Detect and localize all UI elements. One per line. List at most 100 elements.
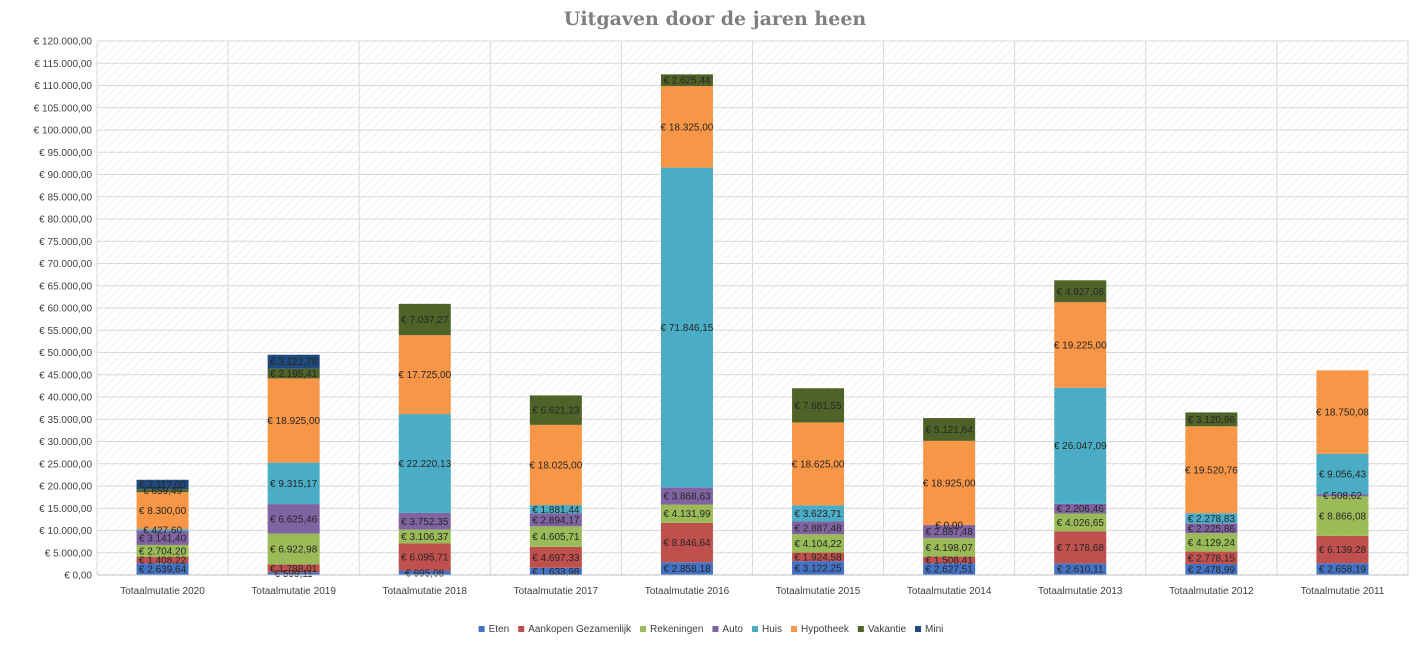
x-tick-label: Totaalmutatie 2013 (1038, 586, 1123, 597)
data-label: € 18.750,08 (1316, 408, 1369, 419)
y-tick-label: € 45.000,00 (39, 370, 92, 381)
bars (136, 74, 1369, 575)
bar-segment (267, 378, 320, 463)
bar-segment (923, 525, 976, 538)
data-label: € 2.778,15 (1188, 553, 1236, 564)
bar-segment (1316, 563, 1369, 575)
y-tick-label: € 115.000,00 (34, 59, 92, 70)
bar-segment (529, 505, 582, 514)
bar-segment (136, 529, 189, 531)
data-label: € 71.846,15 (661, 323, 714, 334)
data-label: € 26.047,09 (1054, 441, 1107, 452)
x-tick-label: Totaalmutatie 2018 (382, 586, 467, 597)
data-label: € 2.206,46 (1057, 504, 1105, 515)
bar-segment (1054, 302, 1107, 388)
data-label: € 8.866,08 (1319, 512, 1367, 523)
bar-segment (529, 424, 582, 506)
data-label: € 2.278,83 (1188, 514, 1236, 525)
data-label: € 1.924,58 (794, 552, 842, 563)
data-label: € 4.131,99 (663, 509, 711, 520)
data-label: € 1.881,44 (532, 505, 580, 516)
bar-segment (792, 422, 845, 506)
bar-segment (398, 529, 451, 544)
bar-segment (1316, 535, 1369, 564)
data-label: € 1.508,41 (926, 555, 974, 566)
bar-segment (1054, 563, 1107, 575)
data-label: € 18.025,00 (529, 460, 582, 471)
legend-item: Eten (478, 624, 509, 635)
legend-swatch (478, 626, 485, 632)
data-label: € 2.225,86 (1188, 524, 1236, 535)
data-label: € 17.725,00 (398, 370, 451, 381)
data-label: € 6.625,46 (270, 514, 318, 525)
bar-segment (1316, 496, 1369, 536)
data-label: € 6.139,28 (1319, 545, 1367, 556)
legend-item: Hypotheek (791, 624, 850, 635)
data-label: € 18.625,00 (792, 459, 845, 470)
data-label: € 3.752,35 (401, 517, 449, 528)
bar-segment (923, 440, 976, 526)
data-label: € 2.195,41 (270, 369, 318, 380)
data-label: € 8.300,00 (139, 506, 187, 517)
data-label: € 7.681,55 (794, 401, 842, 412)
data-label: € 6.621,23 (532, 406, 580, 417)
data-label: € 4.605,71 (532, 532, 580, 543)
data-label: € 3.623,71 (794, 509, 842, 520)
bar-segment (136, 544, 189, 557)
data-label: € 7.178,68 (1057, 543, 1105, 554)
data-label: € 3.141,40 (139, 533, 187, 544)
legend-label: Mini (925, 624, 943, 635)
y-tick-label: € 105.000,00 (34, 103, 93, 114)
bar-segment (660, 167, 713, 488)
y-tick-label: € 10.000,00 (39, 526, 92, 537)
y-tick-label: € 30.000,00 (39, 437, 92, 448)
bar-segment (660, 522, 713, 563)
y-tick-label: € 100.000,00 (34, 126, 93, 137)
bar-segment (136, 556, 189, 564)
data-label: € 19.520,76 (1185, 465, 1238, 476)
bar-segment (1185, 412, 1238, 427)
data-labels: € 2.639,64€ 1.408,22€ 2.704,20 € 3.141,40… (139, 76, 1369, 580)
data-label: € 2.887,48 (926, 527, 974, 538)
bar-segment (1185, 563, 1238, 575)
legend-label: Huis (762, 624, 782, 635)
legend-swatch (915, 626, 922, 632)
data-label: € 2.627,51 (926, 565, 974, 576)
bar-segment (529, 546, 582, 568)
y-tick-label: € 5.000,00 (45, 548, 93, 559)
bar-segment (1185, 513, 1238, 524)
bar-segment (136, 563, 189, 575)
y-tick-label: € 35.000,00 (39, 415, 92, 426)
data-label: € 508,62 (1323, 491, 1362, 502)
data-label: € 4.026,65 (1057, 518, 1105, 529)
y-tick-label: € 90.000,00 (39, 170, 92, 181)
data-label: € 4.927,06 (1057, 287, 1105, 298)
data-label: € 1.633,98 (532, 567, 580, 578)
bar-segment (792, 505, 845, 522)
y-tick-label: € 55.000,00 (39, 326, 92, 337)
data-label: € 2.610,11 (1057, 565, 1104, 576)
data-label: € 2.894,17 (532, 515, 580, 526)
legend: Eten Aankopen Gezamenlijk Rekeningen Auto Hu… (478, 624, 943, 635)
data-label: € 2.887,48 (794, 523, 842, 534)
data-label: € 2.658,19 (1319, 565, 1367, 576)
bar-segment (792, 534, 845, 553)
data-label: € 2.704,20 (139, 546, 187, 557)
y-tick-label: € 50.000,00 (39, 348, 92, 359)
bar-segment (267, 564, 320, 573)
legend-item: Mini (915, 624, 943, 635)
x-axis: Totaalmutatie 2020 Totaalmutatie 2019 Tota… (97, 574, 1408, 597)
y-tick-label: € 60.000,00 (39, 304, 92, 315)
bar-segment (1316, 370, 1369, 454)
bar-segment (1054, 513, 1107, 532)
data-label: € 2.478,99 (1188, 565, 1236, 576)
y-tick-label: € 120.000,00 (34, 37, 93, 48)
data-label: € 4.697,33 (532, 553, 580, 564)
data-label: € 18.925,00 (923, 478, 976, 489)
y-tick-label: € 25.000,00 (39, 459, 92, 470)
data-label: € 427,60 (143, 526, 182, 537)
data-label: € 6.922,98 (270, 544, 318, 555)
data-label: € 995,08 (405, 568, 444, 579)
